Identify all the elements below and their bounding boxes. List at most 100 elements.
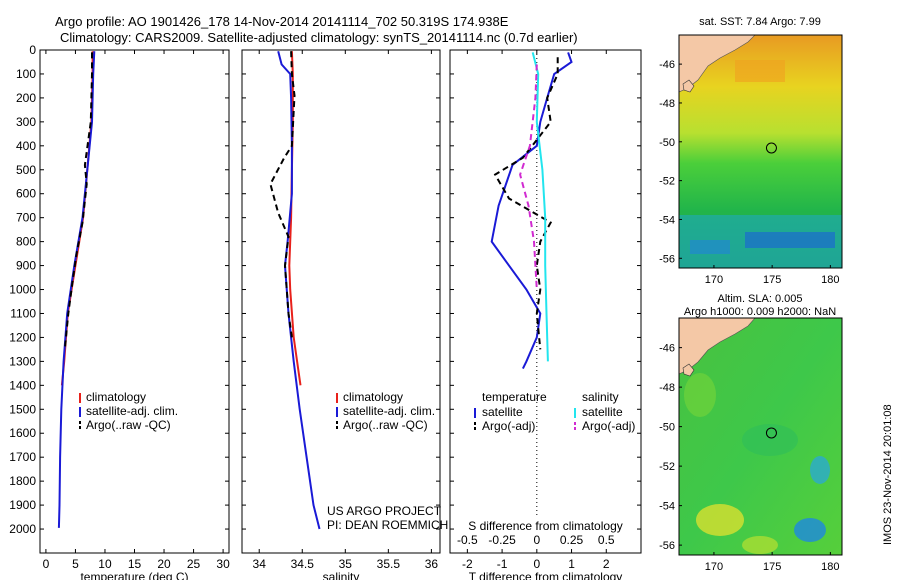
y-tick-label: 1500 [9,402,36,416]
sla-negative-anomaly [810,456,830,484]
x-tick-label: 0 [43,557,50,571]
legend-header: salinity [582,390,619,404]
temperature-panel: 0100200300400500600700800900100011001200… [9,43,230,580]
x-tick-label: 35.5 [377,557,401,571]
y-tick-label: 1600 [9,426,36,440]
series-line-climatology [288,51,302,386]
sst-map-title: sat. SST: 7.84 Argo: 7.99 [699,16,821,28]
y-tick-label: -52 [659,461,675,473]
x-tick-label: 180 [821,274,839,286]
sla-anomaly [742,536,778,554]
y-tick-label: 700 [16,211,36,225]
sst-cold-patch [745,232,835,248]
legend-label: satellite-adj. clim. [343,404,435,418]
y-tick-label: -54 [659,214,675,226]
secondary-x-tick-label: -0.25 [488,533,516,547]
legend-label: Argo(-adj) [582,419,635,433]
y-tick-label: 1200 [9,330,36,344]
y-tick-label: -50 [659,137,675,149]
x-tick-label: 5 [72,557,79,571]
sla-map-axes: 170 175 180 -46 -48 -50 -52 -54 -56 [659,343,839,573]
sla-negative-anomaly [794,518,826,542]
plot-frame [241,49,441,554]
argo-position-marker [765,427,777,439]
x-tick-label: 170 [705,274,723,286]
sst-map-axes: 170 175 180 -46 -48 -50 -52 -54 -56 [659,59,839,286]
land-stewart-island [682,363,695,377]
y-tick-label: 500 [16,163,36,177]
argo-position-marker [765,142,777,154]
project-note-line1: US ARGO PROJECT [327,504,442,518]
y-tick-label: 1300 [9,354,36,368]
y-tick-label: 400 [16,139,36,153]
project-note-line2: PI: DEAN ROEMMICH [327,518,448,532]
x-tick-label: 34 [253,557,267,571]
x-tick-label: 25 [187,557,201,571]
x-tick-label: 35 [339,557,353,571]
x-tick-label: 180 [821,561,839,573]
sst-map: 170 175 180 -46 -48 -50 -52 -54 -56 [659,34,843,286]
difference-panel: -2 -1 0 1 2T difference from climatology -0.5… [449,49,642,580]
legend-label: Argo(..raw -QC) [86,418,171,432]
y-tick-label: 0 [29,43,36,57]
x-axis-label: temperature (deg C) [80,570,188,580]
y-tick-label: 1100 [10,306,36,320]
y-tick-label: 200 [16,91,36,105]
sla-anomaly [684,373,716,417]
x-tick-label: 170 [705,561,723,573]
legend-label: Argo(-adj) [482,419,535,433]
y-tick-label: 1000 [9,283,36,297]
y-tick-label: 1900 [9,498,36,512]
series-line-satellite [531,52,549,362]
x-tick-label: 36 [425,557,439,571]
salinity-panel: 34 34.5 35 35.5 36 salinity climatologysatelli… [241,49,441,580]
x-tick-label: -2 [462,557,473,571]
sla-map: 170 175 180 -46 -48 -50 -52 -54 -56 [659,317,843,573]
x-tick-label: 175 [763,561,781,573]
x-tick-label: 30 [216,557,230,571]
x-tick-label: 0 [533,557,540,571]
x-tick-label: 20 [157,557,171,571]
y-tick-label: -54 [659,501,675,513]
y-tick-label: -52 [659,176,675,188]
sla-map-subtitle: Argo h1000: 0.009 h2000: NaN [684,306,836,318]
sla-positive-anomaly [696,504,744,536]
sst-warm-patch [735,60,785,82]
y-tick-label: 800 [16,235,36,249]
y-tick-label: 900 [16,259,36,273]
y-tick-label: 1700 [9,450,36,464]
secondary-x-tick-label: 0.25 [560,533,584,547]
series-line-argo-adj- [519,64,538,290]
y-tick-label: -48 [659,98,675,110]
series-line-argo-adj- [493,57,559,350]
x-tick-label: 15 [128,557,142,571]
legend-label: climatology [343,390,403,404]
plot-frame [39,49,230,554]
y-tick-label: -50 [659,422,675,434]
x-tick-label: 2 [603,557,610,571]
secondary-x-tick-label: -0.5 [457,533,478,547]
x-axis-label: T difference from climatology [469,570,623,580]
y-tick-label: 2000 [9,522,36,536]
series-line-argo-raw-qc- [63,52,93,350]
sla-map-frame [678,317,843,556]
x-tick-label: 10 [98,557,112,571]
sla-anomaly [742,424,798,456]
legend-label: climatology [86,390,146,404]
y-tick-label: 1800 [9,474,36,488]
y-tick-label: 300 [16,115,36,129]
x-tick-label: 1 [568,557,575,571]
y-tick-label: 600 [16,187,36,201]
legend-header: temperature [482,390,547,404]
y-tick-label: -56 [659,540,675,552]
secondary-x-tick-label: 0.5 [598,533,615,547]
secondary-x-tick-label: 0 [533,533,540,547]
y-tick-label: 1400 [9,378,36,392]
figure-title-line2: Climatology: CARS2009. Satellite-adjuste… [60,30,578,45]
secondary-x-axis-label: S difference from climatology [468,519,623,533]
sla-map-title: Altim. SLA: 0.005 [718,293,803,305]
sst-map-frame [678,34,843,269]
land-stewart-island [682,79,695,93]
y-tick-label: 100 [16,67,36,81]
